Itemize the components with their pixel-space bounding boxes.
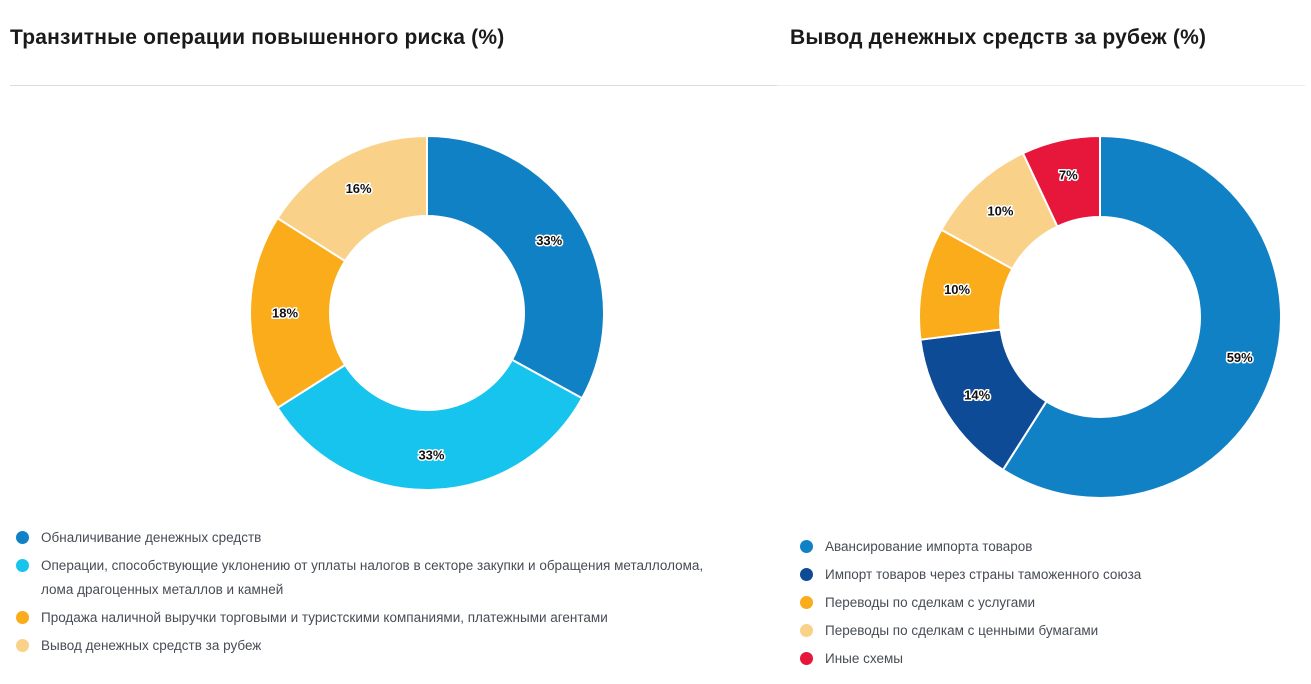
slice-percent-label: 7% [1059, 168, 1078, 183]
legend-label: Вывод денежных средств за рубеж [41, 638, 262, 653]
legend-color-dot [16, 531, 29, 544]
slice-percent-label: 10% [944, 282, 970, 297]
legend-item: Иные схемы [800, 647, 1300, 671]
chart-title-transit-operations: Транзитные операции повышенного риска (%… [10, 26, 505, 49]
legend-label: Переводы по сделкам с услугами [825, 595, 1036, 610]
legend-item: Авансирование импорта товаров [800, 535, 1300, 559]
legend-item: Обналичивание денежных средств [16, 526, 724, 550]
legend-item: Переводы по сделкам с ценными бумагами [800, 619, 1300, 643]
slice-percent-label: 14% [964, 387, 990, 402]
legend-item: Импорт товаров через страны таможенного … [800, 563, 1300, 587]
legend-label: Иные схемы [825, 651, 903, 666]
legend-transit-operations: Обналичивание денежных средств Операции, … [16, 526, 724, 662]
legend-label: Переводы по сделкам с ценными бумагами [825, 623, 1099, 638]
slice-percent-label: 18% [272, 306, 298, 321]
legend-label: Продажа наличной выручки торговыми и тур… [41, 610, 608, 625]
donut-slice [276, 358, 584, 491]
donut-slice [1021, 135, 1101, 228]
slice-percent-label: 16% [346, 181, 372, 196]
legend-color-dot [800, 596, 813, 609]
title-divider-right [777, 85, 1305, 86]
legend-item: Вывод денежных средств за рубеж [16, 634, 724, 658]
legend-label: Авансирование импорта товаров [825, 539, 1033, 554]
donut-chart-funds-withdrawal: 59% 14% 10% 10% 7% [918, 135, 1282, 499]
legend-color-dot [16, 611, 29, 624]
slice-percent-label: 33% [536, 233, 562, 248]
chart-title-funds-withdrawal: Вывод денежных средств за рубеж (%) [790, 26, 1207, 49]
donut-slice [1001, 135, 1282, 499]
slice-percent-label: 33% [418, 447, 444, 462]
legend-label: Импорт товаров через страны таможенного … [825, 567, 1142, 582]
legend-label: Обналичивание денежных средств [41, 530, 262, 545]
legend-color-dot [800, 568, 813, 581]
legend-color-dot [800, 540, 813, 553]
legend-item: Продажа наличной выручки торговыми и тур… [16, 606, 724, 630]
donut-slice [249, 216, 347, 410]
slice-percent-label: 59% [1227, 350, 1253, 365]
legend-item: Операции, способствующие уклонению от уп… [16, 554, 724, 602]
title-divider-left [10, 85, 777, 86]
slice-percent-label: 10% [987, 203, 1013, 218]
legend-color-dot [16, 639, 29, 652]
donut-slice [276, 135, 428, 263]
donut-chart-transit-operations: 33% 33% 18% 16% [249, 135, 605, 491]
legend-item: Переводы по сделкам с услугами [800, 591, 1300, 615]
legend-color-dot [800, 652, 813, 665]
legend-funds-withdrawal: Авансирование импорта товаров Импорт това… [800, 535, 1300, 675]
legend-color-dot [800, 624, 813, 637]
donut-slice [426, 135, 605, 400]
legend-color-dot [16, 559, 29, 572]
legend-label: Операции, способствующие уклонению от уп… [41, 558, 704, 597]
